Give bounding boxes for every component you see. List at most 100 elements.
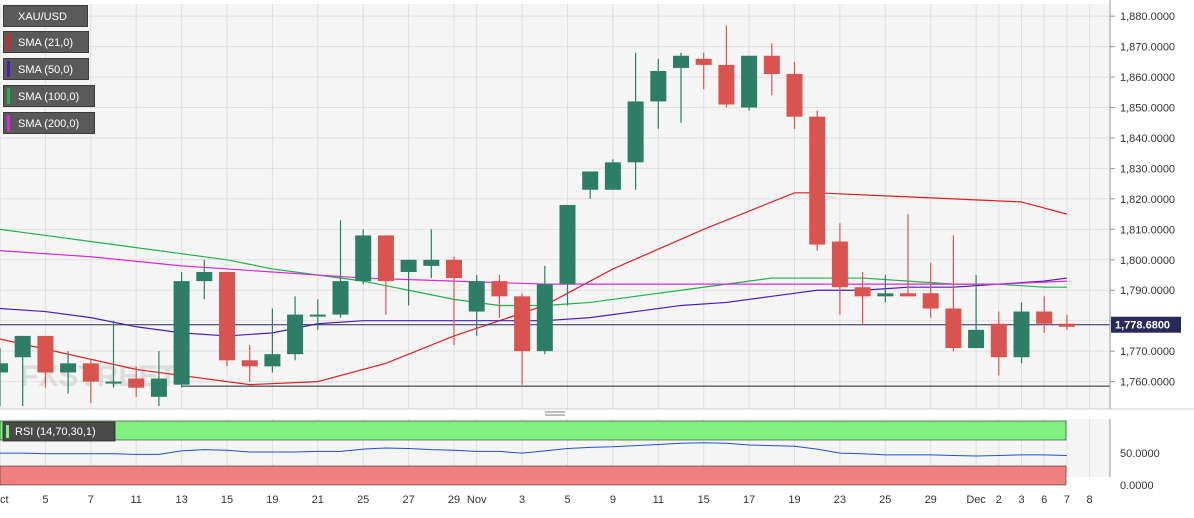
candle-body	[650, 70, 667, 102]
x-tick-label: 2	[996, 494, 1002, 506]
indicator-label-text: SMA (200,0)	[18, 118, 80, 130]
candle-body	[831, 241, 848, 288]
candle-body	[105, 381, 122, 384]
indicator-label[interactable]: SMA (100,0)	[3, 85, 95, 107]
x-tick-label: 23	[834, 494, 846, 506]
candle-body	[309, 314, 326, 317]
candle-body	[377, 235, 394, 282]
y-tick-label: 1,870.0000	[1120, 42, 1175, 54]
candle-body	[854, 287, 871, 297]
rsi-oversold-zone	[0, 465, 1067, 486]
candle-body	[400, 259, 417, 272]
y-tick-label: 1,790.0000	[1120, 285, 1175, 297]
candle-body	[1013, 311, 1030, 358]
x-tick-label: 3	[519, 494, 525, 506]
y-tick-label: 1,760.0000	[1120, 377, 1175, 389]
indicator-label[interactable]: SMA (21,0)	[3, 31, 89, 53]
x-tick-label: 3	[1018, 494, 1024, 506]
x-tick-label: 25	[879, 494, 891, 506]
candle-body	[922, 293, 939, 309]
rsi-label: RSI (14,70,30,1)	[15, 426, 96, 438]
candle-body	[264, 354, 281, 367]
candle-body	[968, 329, 985, 349]
candle-body	[468, 281, 485, 312]
candle-body	[287, 314, 304, 355]
sma-line	[0, 192, 1068, 386]
candle-body	[990, 323, 1007, 358]
indicator-color-swatch	[7, 61, 10, 77]
indicator-label-text: SMA (21,0)	[18, 37, 74, 49]
candle-body	[945, 308, 962, 349]
candle-body	[37, 335, 54, 373]
candle-body	[627, 101, 644, 163]
x-tick-label: 27	[402, 494, 414, 506]
y-tick-label: 1,810.0000	[1120, 224, 1175, 236]
x-tick-label: Oct	[0, 494, 9, 506]
candle-body	[809, 116, 826, 245]
candle-body	[604, 162, 621, 190]
y-tick-label: 1,820.0000	[1120, 194, 1175, 206]
x-tick-label: 7	[1064, 494, 1070, 506]
rsi-overbought-zone	[0, 420, 1067, 441]
indicator-label-text: SMA (50,0)	[18, 64, 74, 76]
candle-body	[150, 378, 167, 397]
indicator-label-text: SMA (100,0)	[18, 91, 80, 103]
candle-body	[536, 284, 553, 352]
candle-body	[0, 363, 8, 373]
x-tick-label: 19	[266, 494, 278, 506]
candle-body	[741, 55, 758, 108]
candle-body	[877, 293, 894, 297]
candle-body	[1058, 323, 1075, 327]
indicator-color-swatch	[7, 115, 10, 131]
x-tick-label: 29	[448, 494, 460, 506]
x-tick-label: 5	[42, 494, 48, 506]
y-tick-label: 1,840.0000	[1120, 133, 1175, 145]
indicator-label[interactable]: SMA (50,0)	[3, 58, 89, 80]
indicator-label[interactable]: SMA (200,0)	[3, 112, 95, 134]
y-tick-label: 1,850.0000	[1120, 103, 1175, 115]
x-tick-label: 9	[610, 494, 616, 506]
symbol-label-text: XAU/USD	[18, 11, 67, 23]
x-tick-label: 6	[1041, 494, 1047, 506]
y-tick-label: 1,830.0000	[1120, 163, 1175, 175]
x-tick-label: 5	[564, 494, 570, 506]
x-tick-label: 15	[221, 494, 233, 506]
rsi-label-swatch	[6, 425, 9, 438]
candle-body	[355, 235, 372, 282]
indicator-color-swatch	[7, 88, 10, 104]
rsi-line	[0, 442, 1067, 457]
candle-body	[173, 281, 190, 385]
x-tick-label: Nov	[467, 494, 487, 506]
candle-body	[60, 363, 77, 373]
y-tick-label: 1,880.0000	[1120, 11, 1175, 23]
candle-body	[718, 64, 735, 105]
rsi-tick-label: 50.0000	[1120, 448, 1160, 460]
y-tick-label: 1,860.0000	[1120, 72, 1175, 84]
candle-body	[582, 171, 599, 190]
x-tick-label: 21	[312, 494, 324, 506]
x-tick-label: 15	[698, 494, 710, 506]
candle-body	[786, 74, 803, 117]
candle-body	[763, 55, 780, 75]
candle-body	[514, 296, 531, 352]
candle-body	[900, 293, 916, 297]
price-tag	[1111, 316, 1181, 333]
rsi-tick-label: 0.0000	[1120, 480, 1154, 492]
x-tick-label: 19	[788, 494, 800, 506]
candle-body	[559, 204, 576, 285]
price-tag-text: 1,778.6800	[1115, 320, 1170, 332]
candle-body	[491, 281, 508, 297]
y-tick-label: 1,800.0000	[1120, 255, 1175, 267]
x-tick-label: 13	[175, 494, 187, 506]
price-panel	[0, 4, 1110, 409]
symbol-label[interactable]: XAU/USD	[3, 5, 88, 27]
candle-body	[82, 363, 99, 382]
x-tick-label: 11	[130, 494, 141, 506]
x-tick-label: 25	[357, 494, 369, 506]
x-tick-label: 8	[1087, 494, 1093, 506]
candle-body	[423, 259, 440, 266]
x-tick-label: 17	[743, 494, 755, 506]
x-tick-label: Dec	[966, 494, 986, 506]
candle-body	[673, 55, 689, 68]
